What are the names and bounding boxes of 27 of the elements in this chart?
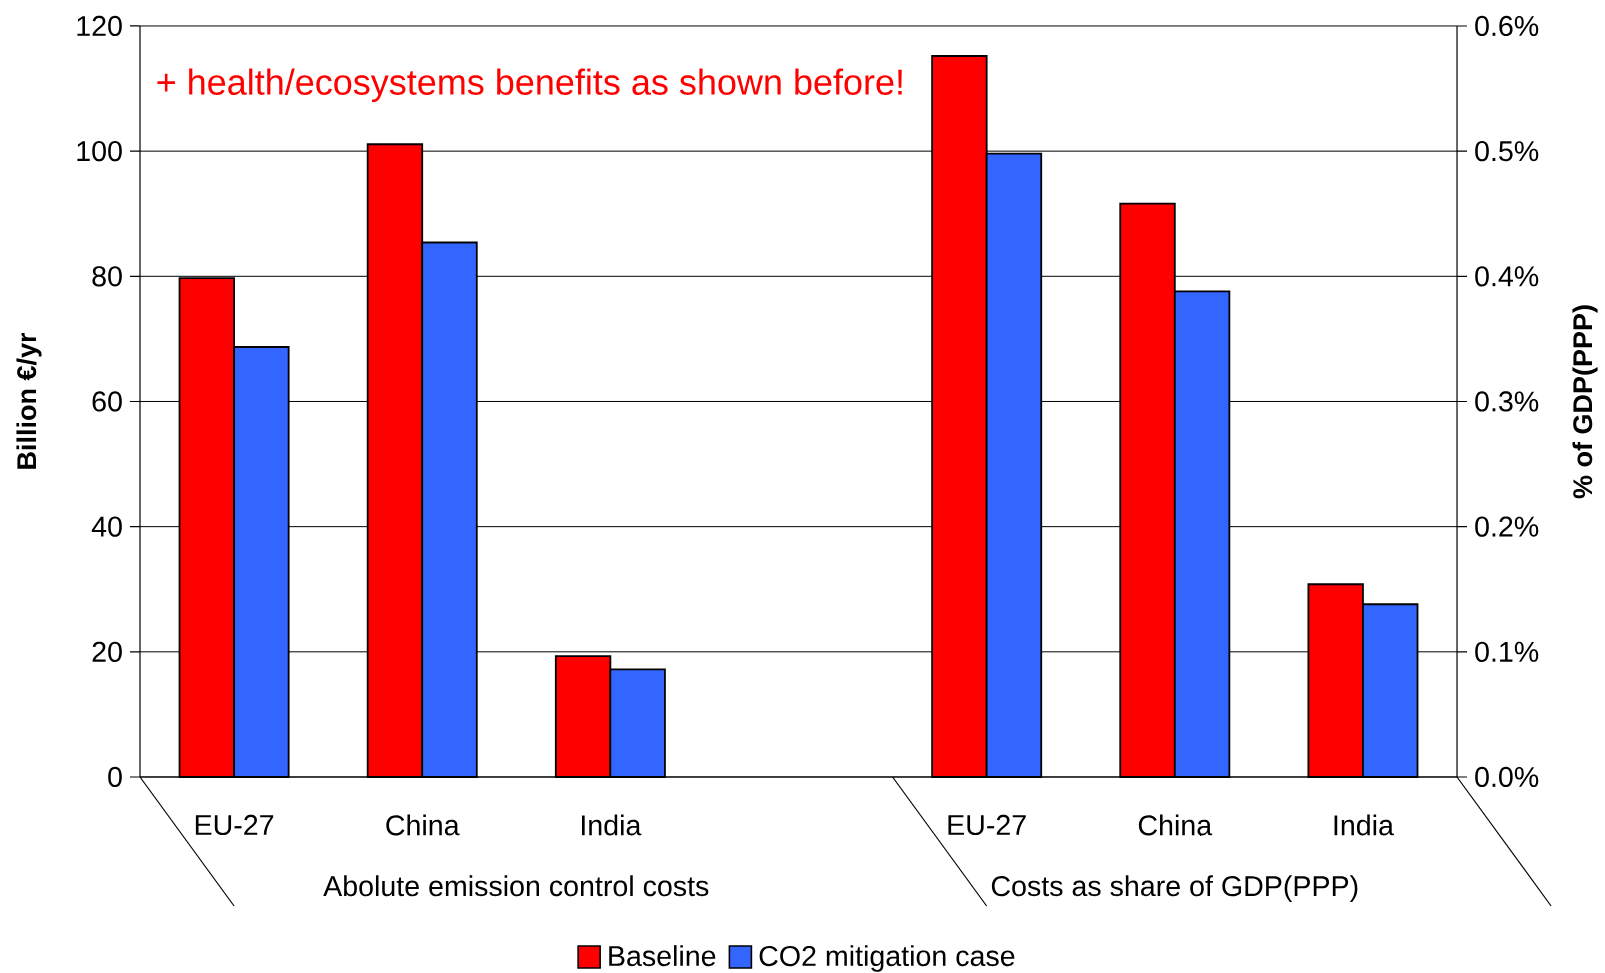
y2-tick-label: 0.3% [1475, 391, 1539, 412]
x-tick-label: India [1334, 814, 1394, 836]
y-tick-label: 20 [92, 641, 122, 662]
legend-label: Baseline [609, 945, 716, 967]
x-tick-label: China [1138, 814, 1213, 836]
y2-tick-label: 0.0% [1475, 766, 1539, 788]
legend-label: CO2 mitigation case [759, 945, 1015, 972]
y-tick-label: 80 [92, 266, 122, 287]
x-tick-label: EU-27 [195, 814, 274, 836]
y2-tick-label: 0.4% [1475, 266, 1539, 287]
y-axis-title: Billion €/yr [16, 332, 42, 469]
y-tick-label: 60 [92, 391, 122, 412]
y2-tick-label: 0.5% [1475, 141, 1539, 162]
y2-tick-label: 0.1% [1475, 641, 1539, 662]
y-tick-label: 120 [77, 15, 122, 37]
x-tick-label: China [386, 814, 460, 836]
y-tick-label: 40 [91, 516, 122, 537]
y-tick-label: 0 [108, 766, 122, 788]
y2-tick-label: 0.6% [1475, 15, 1539, 37]
text: Costs as share of GDP(PPP) [991, 875, 1358, 902]
x-tick-label: EU-27 [948, 814, 1026, 836]
y2-tick-label: 0.2% [1475, 516, 1539, 537]
annotation: + health/ecosystems benefits as shown before! [157, 68, 902, 103]
x-tick-label: India [581, 814, 642, 836]
text: Abolute emission control costs [323, 875, 709, 897]
y2-axis-title: % of GDP(PPP) [1572, 305, 1598, 499]
y-tick-label: 100 [77, 141, 122, 162]
